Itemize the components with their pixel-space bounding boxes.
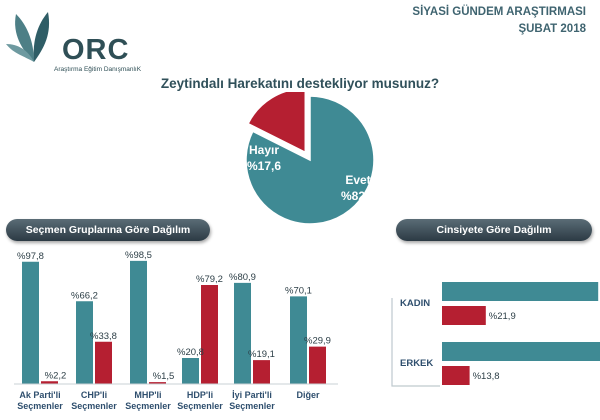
bar-label-evet: %80,9 — [229, 272, 256, 283]
bar-hayir — [201, 285, 218, 384]
pie-slice-evet — [245, 95, 375, 225]
hbar-hayir — [442, 366, 470, 385]
category-label-line2: Seçmenler — [71, 401, 117, 411]
logo-tagline: Araştırma Eğitim DanışmanlıK — [54, 66, 142, 73]
bar-hayir — [253, 360, 270, 384]
bar-label-evet: %98,5 — [125, 250, 152, 261]
support-pie-chart: Evet %82,4 Hayır %17,6 — [245, 92, 375, 225]
bar-label-hayir: %1,5 — [153, 371, 175, 382]
axis-bracket — [391, 298, 440, 387]
bar-evet — [130, 260, 147, 384]
gender-heading: Cinsiyete Göre Dağılım — [396, 219, 592, 241]
category-label: HDP'li — [187, 390, 213, 400]
gender-label: KADIN — [400, 298, 430, 309]
bar-evet — [182, 358, 199, 384]
category-label: MHP'li — [134, 390, 161, 400]
voter-groups-heading: Seçmen Gruplarına Göre Dağılım — [6, 219, 210, 241]
bar-hayir — [149, 382, 166, 384]
report-date: ŞUBAT 2018 — [518, 23, 586, 35]
hbar-label-hayir: %13,8 — [473, 371, 500, 382]
category-label: İyi Parti'li — [232, 390, 272, 400]
bar-label-hayir: %19,1 — [248, 349, 275, 360]
bar-evet — [290, 296, 307, 384]
bar-hayir — [95, 341, 112, 384]
hbar-evet — [442, 342, 600, 361]
bar-label-evet: %70,1 — [285, 285, 312, 296]
pie-label-evet-name: Evet — [345, 173, 370, 187]
category-label: Diğer — [296, 390, 320, 400]
bar-label-evet: %20,8 — [177, 347, 204, 358]
bar-evet — [76, 301, 93, 384]
gender-label: ERKEK — [400, 358, 433, 369]
bar-label-hayir: %79,2 — [196, 274, 223, 285]
voter-groups-bar-chart: %97,8%2,2Ak Parti'liSeçmenler%66,2%33,8C… — [14, 250, 338, 411]
logo-text: ORC — [62, 34, 130, 66]
report-title: SİYASİ GÜNDEM ARAŞTIRMASI — [412, 6, 586, 18]
pie-label-hayir-value: %17,6 — [247, 159, 281, 173]
category-label: CHP'li — [81, 390, 107, 400]
category-label-line2: Seçmenler — [177, 401, 223, 411]
leaf-logo-icon — [6, 12, 50, 62]
bar-label-hayir: %33,8 — [90, 331, 117, 342]
pie-label-evet-value: %82,4 — [341, 189, 375, 203]
hbar-evet — [442, 282, 599, 301]
category-label-line2: Seçmenler — [229, 401, 275, 411]
bar-hayir — [309, 346, 326, 384]
bar-label-evet: %97,8 — [17, 251, 44, 262]
pie-slice-hayir — [247, 92, 307, 154]
bar-hayir — [41, 381, 58, 384]
category-label-line2: Seçmenler — [17, 401, 63, 411]
orc-logo: ORC Araştırma Eğitim DanışmanlıK — [4, 4, 144, 76]
category-label-line2: Seçmenler — [125, 401, 171, 411]
hbar-label-hayir: %21,9 — [489, 311, 516, 322]
bar-label-hayir: %2,2 — [45, 370, 67, 381]
category-label: Ak Parti'li — [19, 390, 60, 400]
hbar-hayir — [442, 306, 486, 325]
survey-question: Zeytindalı Harekatını destekliyor musunu… — [160, 76, 440, 91]
bar-label-evet: %66,2 — [71, 290, 98, 301]
pie-label-hayir-name: Hayır — [249, 143, 279, 157]
bar-label-hayir: %29,9 — [304, 336, 331, 347]
bar-evet — [22, 261, 39, 384]
bar-evet — [234, 282, 251, 384]
